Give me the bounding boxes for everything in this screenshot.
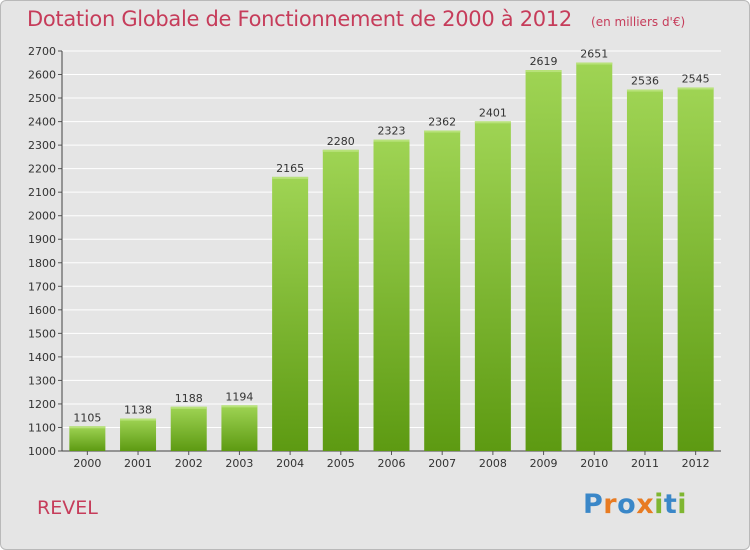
logo-letter: i — [654, 489, 664, 520]
place-name: REVEL — [37, 497, 98, 519]
bar-highlight — [120, 418, 157, 421]
logo-letter: x — [636, 489, 655, 520]
bar-highlight — [322, 149, 359, 152]
chart-title: Dotation Globale de Fonctionnement de 20… — [27, 7, 572, 31]
y-tick-label: 1600 — [28, 304, 56, 317]
data-label-2005: 2280 — [327, 135, 355, 148]
bar-highlight — [626, 89, 663, 92]
data-label-2004: 2165 — [276, 162, 304, 175]
y-tick-label: 2000 — [28, 210, 56, 223]
y-tick-label: 1200 — [28, 398, 56, 411]
y-tick-label: 1000 — [28, 445, 56, 458]
chart-subtitle: (en milliers d'€) — [591, 15, 686, 29]
bar-2011 — [626, 89, 663, 452]
x-tick-label: 2002 — [175, 457, 203, 470]
bar-2006 — [373, 139, 410, 452]
logo-letter: r — [603, 489, 618, 520]
data-label-2008: 2401 — [479, 106, 507, 119]
bar-highlight — [474, 121, 511, 124]
bar-2009 — [525, 70, 562, 451]
data-label-2002: 1188 — [175, 392, 203, 405]
y-tick-label: 2600 — [28, 69, 56, 82]
bar-2000 — [69, 426, 106, 451]
bar-2007 — [424, 130, 461, 451]
y-tick-label: 2500 — [28, 92, 56, 105]
x-tick-label: 2003 — [225, 457, 253, 470]
bar-highlight — [170, 406, 207, 409]
x-tick-label: 2012 — [682, 457, 710, 470]
data-label-2011: 2536 — [631, 75, 659, 88]
bar-2003 — [221, 405, 258, 451]
y-tick-label: 1400 — [28, 351, 56, 364]
y-tick-label: 1500 — [28, 327, 56, 340]
logo-letter: o — [617, 489, 637, 520]
y-tick-label: 2700 — [28, 45, 56, 58]
proxiti-logo[interactable]: Proxiti — [583, 489, 687, 520]
y-tick-label: 2200 — [28, 163, 56, 176]
bar-2004 — [272, 176, 309, 451]
bar-2008 — [474, 121, 511, 452]
labels: 1105 2000 1138 2001 1188 2002 1194 2003 2165 2004… — [73, 48, 709, 470]
bar-highlight — [525, 70, 562, 73]
y-tick-label: 1700 — [28, 280, 56, 293]
data-label-2003: 1194 — [225, 390, 253, 403]
bar-2010 — [576, 62, 613, 451]
bar-highlight — [221, 405, 258, 408]
bar-highlight — [272, 176, 309, 179]
bar-2005 — [322, 149, 359, 451]
bar-2012 — [677, 87, 714, 452]
logo-letter: P — [583, 489, 604, 520]
title-row: Dotation Globale de Fonctionnement de 20… — [27, 7, 685, 31]
y-tick-label: 2400 — [28, 116, 56, 129]
logo-letter: i — [677, 489, 688, 520]
bar-2001 — [120, 418, 157, 451]
y-tick-label: 1900 — [28, 233, 56, 246]
bar-highlight — [677, 87, 714, 90]
y-tick-label: 1300 — [28, 374, 56, 387]
x-tick-label: 2007 — [428, 457, 456, 470]
data-label-2012: 2545 — [682, 72, 710, 85]
x-tick-label: 2001 — [124, 457, 152, 470]
x-tick-label: 2006 — [378, 457, 406, 470]
x-tick-label: 2011 — [631, 457, 659, 470]
logo-letter: t — [663, 489, 678, 520]
data-label-2007: 2362 — [428, 116, 456, 129]
bar-highlight — [373, 139, 410, 142]
bar-highlight — [576, 62, 613, 65]
y-tick-label: 1100 — [28, 421, 56, 434]
bar-2002 — [170, 406, 207, 451]
bars — [69, 62, 714, 452]
x-tick-label: 2010 — [580, 457, 608, 470]
x-tick-label: 2008 — [479, 457, 507, 470]
data-label-2010: 2651 — [580, 48, 608, 61]
data-label-2000: 1105 — [73, 411, 101, 424]
y-tick-label: 1800 — [28, 257, 56, 270]
data-label-2006: 2323 — [378, 125, 406, 138]
x-tick-label: 2000 — [73, 457, 101, 470]
bar-highlight — [424, 130, 461, 133]
x-tick-label: 2004 — [276, 457, 304, 470]
x-tick-label: 2005 — [327, 457, 355, 470]
y-tick-label: 2300 — [28, 139, 56, 152]
bar-highlight — [69, 426, 106, 429]
data-label-2001: 1138 — [124, 404, 152, 417]
y-tick-label: 2100 — [28, 186, 56, 199]
data-label-2009: 2619 — [530, 55, 558, 68]
x-tick-label: 2009 — [530, 457, 558, 470]
